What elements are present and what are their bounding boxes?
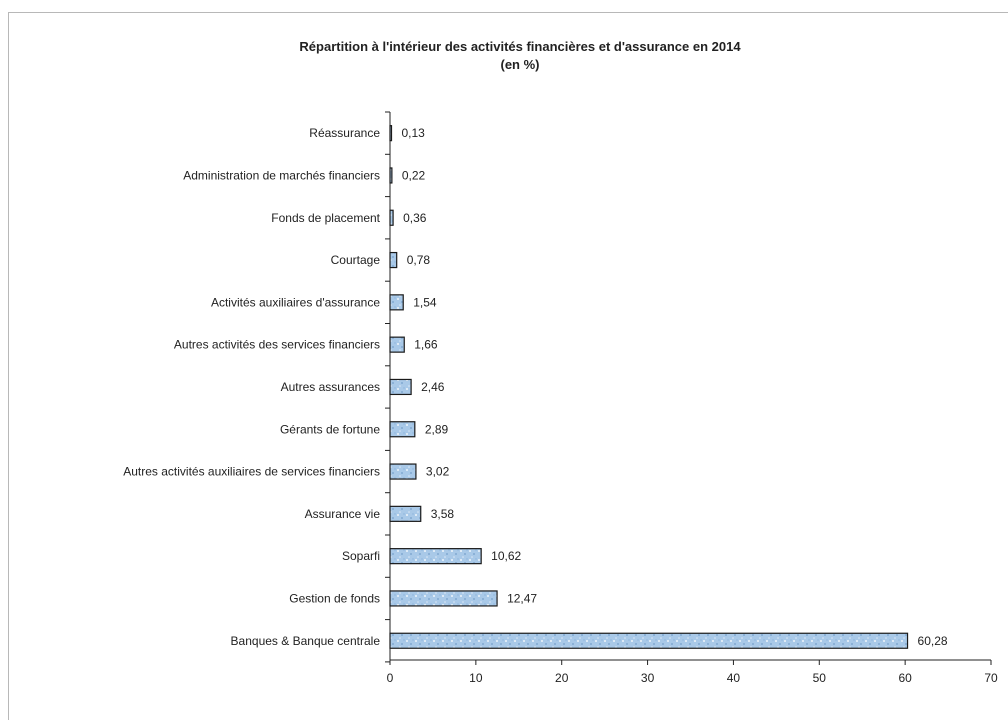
category-label-5: Activités auxiliaires d'assurance [211, 295, 380, 309]
value-label-5: 1,54 [413, 295, 437, 309]
category-label-2: Administration de marchés financiers [183, 168, 380, 182]
bar-2 [389, 167, 393, 184]
category-label-12: Gestion de fonds [289, 591, 380, 605]
x-tick-label-20: 20 [555, 671, 569, 685]
bar-12 [389, 590, 498, 607]
value-label-11: 10,62 [491, 549, 521, 563]
bar-10 [389, 505, 422, 522]
bar-7 [389, 378, 412, 396]
value-label-8: 2,89 [425, 422, 449, 436]
chart-title: Répartition à l'intérieur des activités … [299, 39, 741, 54]
bar-11 [389, 548, 482, 565]
x-tick-label-10: 10 [469, 671, 483, 685]
value-label-9: 3,02 [426, 465, 450, 479]
category-label-6: Autres activités des services financiers [174, 338, 380, 352]
chart-title-block: Répartition à l'intérieur des activités … [160, 38, 880, 74]
category-label-3: Fonds de placement [271, 211, 380, 225]
x-tick-label-40: 40 [727, 671, 741, 685]
category-label-1: Réassurance [309, 126, 380, 140]
value-label-6: 1,66 [414, 338, 438, 352]
chart-frame [8, 12, 1008, 720]
value-label-2: 0,22 [402, 168, 426, 182]
bar-8 [389, 421, 416, 438]
bar-13 [389, 632, 909, 649]
category-label-7: Autres assurances [281, 380, 380, 394]
bar-1 [389, 125, 393, 142]
value-label-7: 2,46 [421, 380, 445, 394]
value-label-3: 0,36 [403, 211, 427, 225]
x-tick-label-0: 0 [387, 671, 394, 685]
category-label-9: Autres activités auxiliaires de services… [123, 465, 380, 479]
x-tick-label-60: 60 [898, 671, 912, 685]
bar-4 [389, 251, 398, 269]
bar-3 [389, 209, 394, 226]
value-label-10: 3,58 [431, 507, 455, 521]
bar-6 [389, 336, 405, 353]
category-label-8: Gérants de fortune [280, 422, 380, 436]
bar-9 [389, 463, 417, 480]
category-label-4: Courtage [331, 253, 381, 267]
category-label-11: Soparfi [342, 549, 380, 563]
x-tick-label-30: 30 [641, 671, 655, 685]
value-label-4: 0,78 [407, 253, 431, 267]
x-tick-label-50: 50 [813, 671, 827, 685]
category-label-13: Banques & Banque centrale [231, 634, 381, 648]
category-label-10: Assurance vie [305, 507, 381, 521]
chart-subtitle: (en %) [500, 57, 540, 72]
bar-5 [389, 294, 404, 311]
value-label-12: 12,47 [507, 591, 537, 605]
value-label-13: 60,28 [918, 634, 948, 648]
value-label-1: 0,13 [402, 126, 426, 140]
x-tick-label-70: 70 [984, 671, 998, 685]
